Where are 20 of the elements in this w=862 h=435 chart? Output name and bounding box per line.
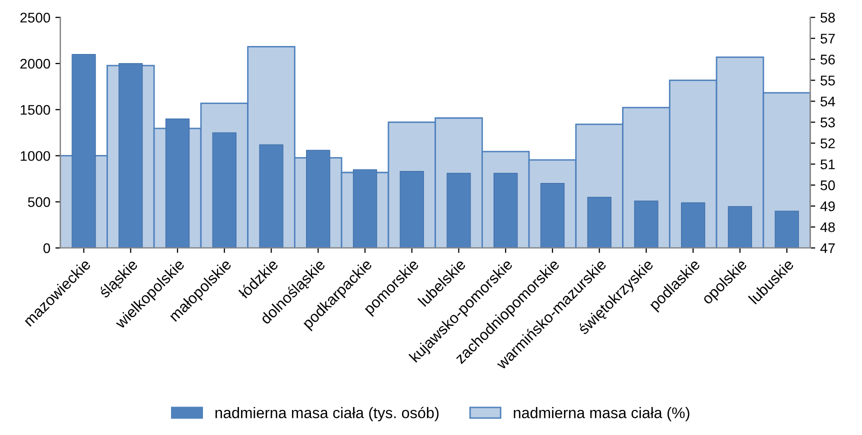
y-tick-label: 1000 (20, 151, 50, 161)
y2-tick-label: 50 (820, 180, 835, 190)
y2-tick-label: 55 (820, 76, 835, 86)
y2-tick-label: 51 (820, 160, 835, 170)
y-tick-label: 0 (43, 243, 50, 254)
y-tick-label: 2500 (20, 12, 50, 23)
y2-tick-label: 57 (820, 34, 835, 44)
y2-tick-label: 47 (820, 243, 835, 253)
y2-tick-label: 52 (820, 138, 835, 148)
y2-tick-label: 49 (820, 201, 835, 212)
y2-tick-label: 56 (820, 54, 835, 64)
legend-label: nadmierna masa ciała (%) (514, 407, 690, 422)
y-tick-label: 2000 (20, 58, 50, 69)
y2-tick-label: 48 (820, 222, 835, 232)
y-tick-label: 1500 (20, 104, 50, 115)
y2-tick-label: 58 (820, 12, 835, 23)
legend-label: nadmierna masa ciała (tys. osób) (216, 406, 439, 422)
y-tick-label: 500 (28, 197, 50, 208)
y2-tick-label: 53 (820, 118, 835, 128)
y2-tick-label: 54 (820, 96, 836, 106)
